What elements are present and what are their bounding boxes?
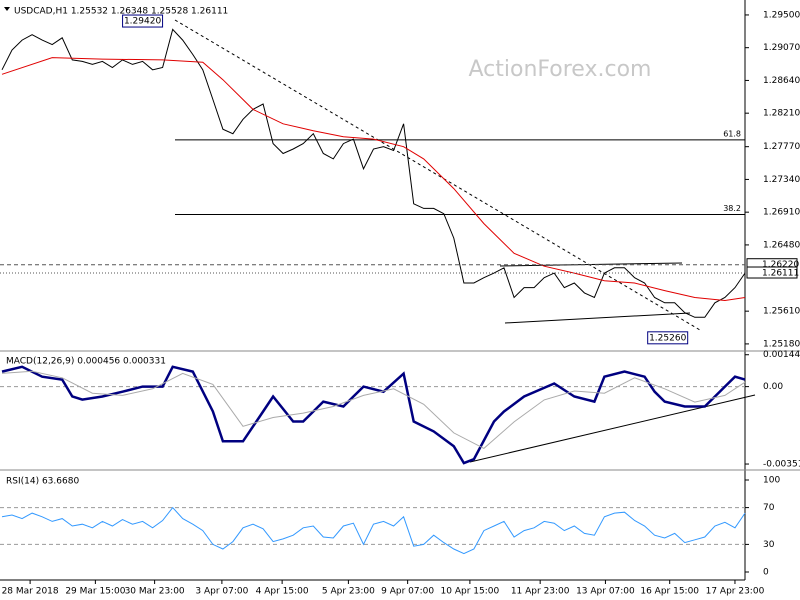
series-line [1,365,746,465]
x-tick-label: 9 Apr 07:00 [381,587,434,597]
x-tick-label: 17 Apr 23:00 [706,587,765,597]
fib-label: 38.2 [723,204,741,213]
y-tick-label: 1.26480 [763,240,800,250]
x-tick-label: 16 Apr 15:00 [640,587,699,597]
x-tick-label: 3 Apr 07:00 [195,587,248,597]
x-tick-label: 29 Mar 15:00 [65,587,125,597]
y-tick-label: 0.00 [763,382,783,392]
y-tick-label: 1.29500 [763,10,800,20]
y-tick-label: 0.001446 [763,350,800,360]
y-tick-label: 1.29070 [763,43,800,53]
panel-title: RSI(14) 63.6680 [6,477,79,487]
x-tick-label: 5 Apr 23:00 [322,587,375,597]
series-line [1,28,746,318]
y-tick-label: 100 [763,476,780,486]
watermark: ActionForex.com [469,57,652,82]
y-tick-label: 1.27770 [763,142,800,152]
y-tick-label: 1.25180 [763,339,800,349]
annotation-label: 1.25260 [649,333,686,343]
trendline [469,394,756,463]
menu-arrow [4,7,10,11]
x-tick-label: 13 Apr 07:00 [576,587,635,597]
x-tick-label: 30 Mar 23:00 [125,587,185,597]
y-tick-label: 1.28640 [763,76,800,86]
y-tick-label: -0.00351 [763,460,800,470]
x-tick-label: 28 Mar 2018 [2,587,59,597]
price-label: 1.26111 [762,269,799,279]
y-tick-label: 1.28210 [763,109,800,119]
y-tick-label: 1.25610 [763,307,800,317]
y-tick-label: 1.27340 [763,175,800,185]
x-tick-label: 11 Apr 23:00 [511,587,570,597]
annotation-label: 1.29420 [124,17,161,27]
trendline [504,312,691,324]
y-tick-label: 0 [763,567,769,577]
panel-title: MACD(12,26,9) 0.000456 0.000331 [6,357,166,367]
series-line [1,506,746,555]
x-tick-label: 4 Apr 15:00 [256,587,309,597]
y-tick-label: 30 [763,540,775,550]
y-tick-label: 70 [763,503,775,513]
annotation-box [647,331,689,345]
y-tick-label: 1.26910 [763,208,800,218]
price-label: 1.26220 [762,260,799,270]
price-box [746,266,798,279]
panel-title: USDCAD,H1 1.25532 1.26348 1.25528 1.2611… [14,7,228,17]
series-line [1,57,746,302]
fib-label: 61.8 [723,129,741,138]
series-line [1,370,746,450]
x-tick-label: 10 Apr 15:00 [441,587,500,597]
annotation-box [122,14,164,28]
